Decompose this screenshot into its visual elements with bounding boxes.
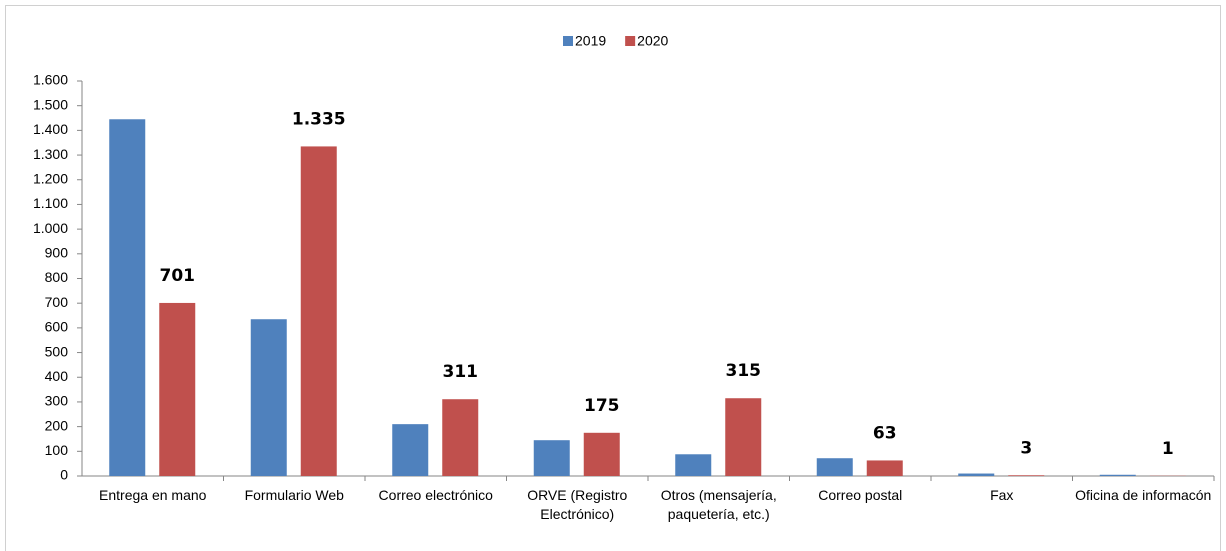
legend-label: 2019 [575,33,606,49]
legend-swatch [625,36,636,46]
legend-swatch [563,36,573,46]
data-label: 175 [584,396,620,416]
bar [300,146,337,476]
x-tick-label: Formulario Web [245,487,345,503]
data-label: 701 [160,266,196,286]
tick-label-line: Correo postal [818,487,902,503]
y-tick-label: 100 [45,442,69,458]
y-tick-label: 1.000 [33,220,68,236]
bar [1008,475,1045,476]
bar [533,440,570,476]
tick-label-line: Fax [990,487,1013,503]
bar [675,454,712,476]
bar [583,432,620,476]
tick-label-line: Correo electrónico [379,487,494,503]
x-tick-label: Oficina de informacón [1075,487,1211,503]
tick-label-line: Electrónico) [540,506,614,522]
tick-label-line: Entrega en mano [99,487,207,503]
y-tick-label: 300 [45,393,69,409]
y-tick-label: 0 [60,467,68,483]
x-tick-label: Correo electrónico [379,487,494,503]
y-tick-label: 1.600 [33,72,68,88]
bar [958,473,995,476]
x-tick-label: Correo postal [818,487,902,503]
bar [159,302,196,476]
data-label: 1 [1162,439,1174,459]
data-label: 311 [443,362,479,382]
bar [725,398,762,476]
tick-label-line: Otros (mensajería, [661,487,777,503]
data-label: 315 [726,361,762,381]
tick-label-line: ORVE (Registro [527,487,627,503]
x-tick-label: ORVE (Registro Electrónico) [527,487,627,522]
data-label: 1.335 [292,109,346,129]
bar [109,119,146,476]
y-tick-label: 600 [45,319,69,335]
x-tick-label: Fax [990,487,1013,503]
y-tick-label: 500 [45,343,69,359]
y-tick-label: 900 [45,245,69,261]
tick-label-line: paquetería, etc.) [668,506,770,522]
y-tick-label: 1.100 [33,195,68,211]
tick-label-line: Formulario Web [245,487,345,503]
bar [1099,474,1136,476]
bar [392,424,429,476]
legend-label: 2020 [637,33,668,49]
bar [250,319,287,476]
data-label: 63 [873,423,897,443]
x-tick-label: Entrega en mano [99,487,207,503]
y-tick-label: 1.400 [33,121,68,137]
y-tick-label: 400 [45,368,69,384]
y-tick-label: 200 [45,417,69,433]
data-label: 3 [1020,438,1032,458]
tick-label-line: Oficina de informacón [1075,487,1211,503]
x-tick-label: Otros (mensajería, paquetería, etc.) [661,487,777,522]
bar [816,458,853,476]
bar [866,460,903,476]
y-tick-label: 1.300 [33,146,68,162]
y-tick-label: 700 [45,294,69,310]
bar [442,399,479,476]
y-tick-label: 800 [45,269,69,285]
y-tick-label: 1.500 [33,96,68,112]
y-tick-label: 1.200 [33,170,68,186]
